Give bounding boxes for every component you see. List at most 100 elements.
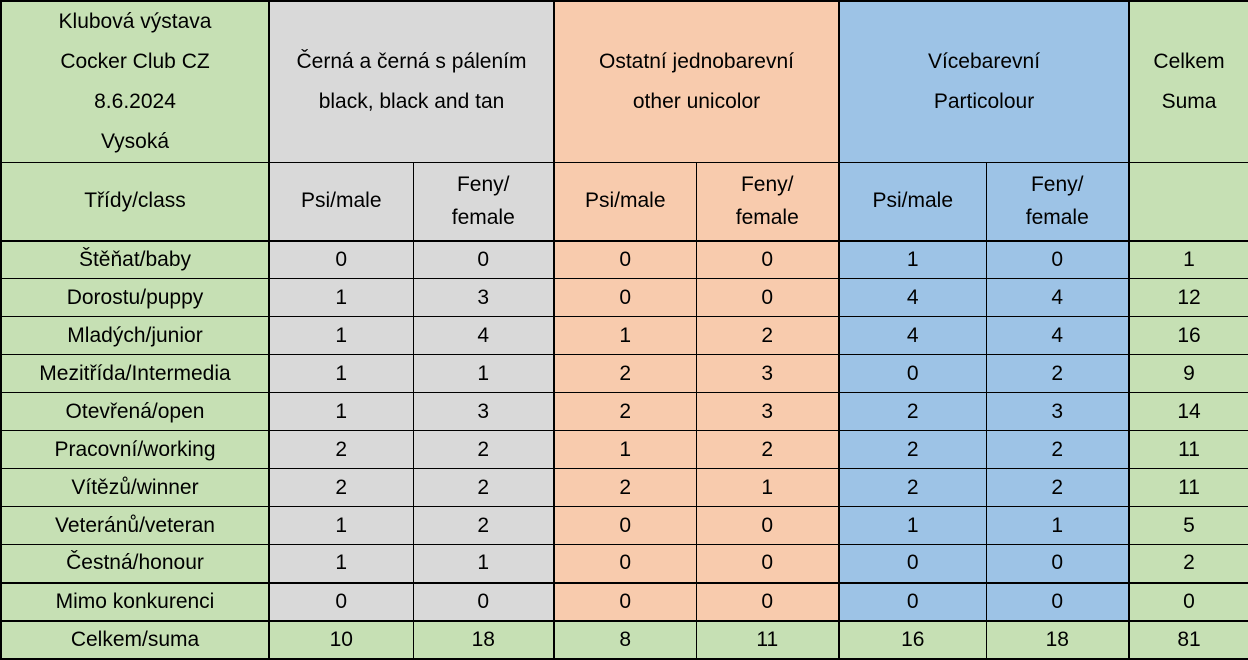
event-date: 8.6.2024 <box>94 90 176 113</box>
count-cell: 1 <box>268 316 414 355</box>
total-header-line: Suma <box>1161 90 1217 113</box>
group-label-line: other unicolor <box>632 90 761 113</box>
count-cell: 0 <box>268 240 414 279</box>
female-header-line: female <box>1025 206 1089 230</box>
row-total-cell: 11 <box>1128 468 1248 507</box>
count-cell: 2 <box>553 392 697 431</box>
count-cell: 0 <box>695 506 840 545</box>
class-label-cell: Mezitřída/Intermedia <box>0 354 270 393</box>
count-cell: 2 <box>695 430 840 469</box>
column-total-cell: 16 <box>838 619 987 659</box>
count-cell: 0 <box>412 240 555 279</box>
count-cell: 0 <box>553 240 697 279</box>
count-cell: 3 <box>985 392 1131 431</box>
count-cell: 4 <box>412 316 555 355</box>
count-cell: 1 <box>553 316 697 355</box>
table-row: Dorostu/puppy 1 3 0 0 4 4 12 <box>0 278 1248 317</box>
class-label-cell: Mladých/junior <box>0 316 270 355</box>
class-label-cell: Mimo konkurenci <box>0 581 270 621</box>
female-header-line: female <box>451 206 515 230</box>
count-cell: 1 <box>838 506 987 545</box>
count-cell: 1 <box>268 392 414 431</box>
table-row: Mezitřída/Intermedia 1 1 2 3 0 2 9 <box>0 354 1248 393</box>
black-female-header: Feny/ female <box>412 162 555 242</box>
sub-header-row: Třídy/class Psi/male Feny/ female Psi/ma… <box>0 162 1248 242</box>
group-label-line: Vícebarevní <box>927 50 1041 73</box>
unicolor-female-header: Feny/ female <box>695 162 840 242</box>
count-cell: 0 <box>695 544 840 583</box>
count-cell: 0 <box>838 354 987 393</box>
female-header-line: Feny/ <box>456 173 510 197</box>
count-cell: 0 <box>553 544 697 583</box>
group-label-line: Ostatní jednobarevní <box>599 50 794 73</box>
table-row: Pracovní/working 2 2 1 2 2 2 11 <box>0 430 1248 469</box>
class-column-header: Třídy/class <box>0 162 270 242</box>
count-cell: 0 <box>268 581 414 621</box>
female-header-line: Feny/ <box>740 173 794 197</box>
group-header-black-and-tan: Černá a černá s pálením black, black and… <box>268 0 555 163</box>
count-cell: 2 <box>268 430 414 469</box>
count-cell: 2 <box>695 316 840 355</box>
count-cell: 4 <box>985 278 1131 317</box>
count-cell: 1 <box>268 278 414 317</box>
count-cell: 2 <box>412 430 555 469</box>
table-header: Klubová výstava Cocker Club CZ 8.6.2024 … <box>0 0 1248 242</box>
count-cell: 0 <box>985 240 1131 279</box>
total-row: Celkem/suma 10 18 8 11 16 18 81 <box>0 619 1248 659</box>
row-total-cell: 0 <box>1128 581 1248 621</box>
count-cell: 4 <box>838 278 987 317</box>
class-label-cell: Dorostu/puppy <box>0 278 270 317</box>
count-cell: 2 <box>985 354 1131 393</box>
total-header-line: Celkem <box>1153 50 1225 73</box>
unicolor-male-header: Psi/male <box>553 162 697 242</box>
count-cell: 2 <box>268 468 414 507</box>
count-cell: 1 <box>412 544 555 583</box>
group-header-particolour: Vícebarevní Particolour <box>838 0 1131 163</box>
count-cell: 1 <box>268 506 414 545</box>
event-location: Vysoká <box>100 130 170 153</box>
count-cell: 0 <box>695 581 840 621</box>
count-cell: 4 <box>985 316 1131 355</box>
count-cell: 1 <box>553 430 697 469</box>
class-label-cell: Otevřená/open <box>0 392 270 431</box>
count-cell: 0 <box>412 581 555 621</box>
count-cell: 1 <box>268 544 414 583</box>
count-cell: 3 <box>412 278 555 317</box>
row-total-cell: 5 <box>1128 506 1248 545</box>
table-row: Mladých/junior 1 4 1 2 4 4 16 <box>0 316 1248 355</box>
count-cell: 3 <box>695 392 840 431</box>
count-cell: 0 <box>695 278 840 317</box>
event-title-line: Klubová výstava <box>58 10 212 33</box>
count-cell: 2 <box>985 468 1131 507</box>
table-row: Veteránů/veteran 1 2 0 0 1 1 5 <box>0 506 1248 545</box>
count-cell: 2 <box>838 430 987 469</box>
grand-total-cell: 81 <box>1128 619 1248 659</box>
row-total-cell: 1 <box>1128 240 1248 279</box>
count-cell: 0 <box>985 544 1131 583</box>
class-label-cell: Veteránů/veteran <box>0 506 270 545</box>
count-cell: 0 <box>553 581 697 621</box>
row-total-cell: 14 <box>1128 392 1248 431</box>
group-label-line: black, black and tan <box>318 90 505 113</box>
particolour-male-header: Psi/male <box>838 162 987 242</box>
column-total-cell: 18 <box>985 619 1131 659</box>
group-label-line: Černá a černá s pálením <box>296 50 527 73</box>
count-cell: 0 <box>695 240 840 279</box>
count-cell: 1 <box>268 354 414 393</box>
class-label-cell: Čestná/honour <box>0 544 270 583</box>
female-header-line: Feny/ <box>1030 173 1084 197</box>
event-title-cell: Klubová výstava Cocker Club CZ 8.6.2024 … <box>0 0 270 163</box>
row-total-cell: 2 <box>1128 544 1248 583</box>
count-cell: 1 <box>838 240 987 279</box>
row-total-cell: 11 <box>1128 430 1248 469</box>
column-total-cell: 11 <box>695 619 840 659</box>
total-label-cell: Celkem/suma <box>0 619 270 659</box>
count-cell: 2 <box>838 468 987 507</box>
female-header-line: female <box>735 206 799 230</box>
table-row: Vítězů/winner 2 2 2 1 2 2 11 <box>0 468 1248 507</box>
count-cell: 1 <box>985 506 1131 545</box>
count-cell: 2 <box>412 468 555 507</box>
table-body: Štěňat/baby 0 0 0 0 1 0 1 Dorostu/puppy 1 3 0 0 4 4 12 M… <box>0 240 1248 659</box>
count-cell: 1 <box>695 468 840 507</box>
row-total-cell: 12 <box>1128 278 1248 317</box>
